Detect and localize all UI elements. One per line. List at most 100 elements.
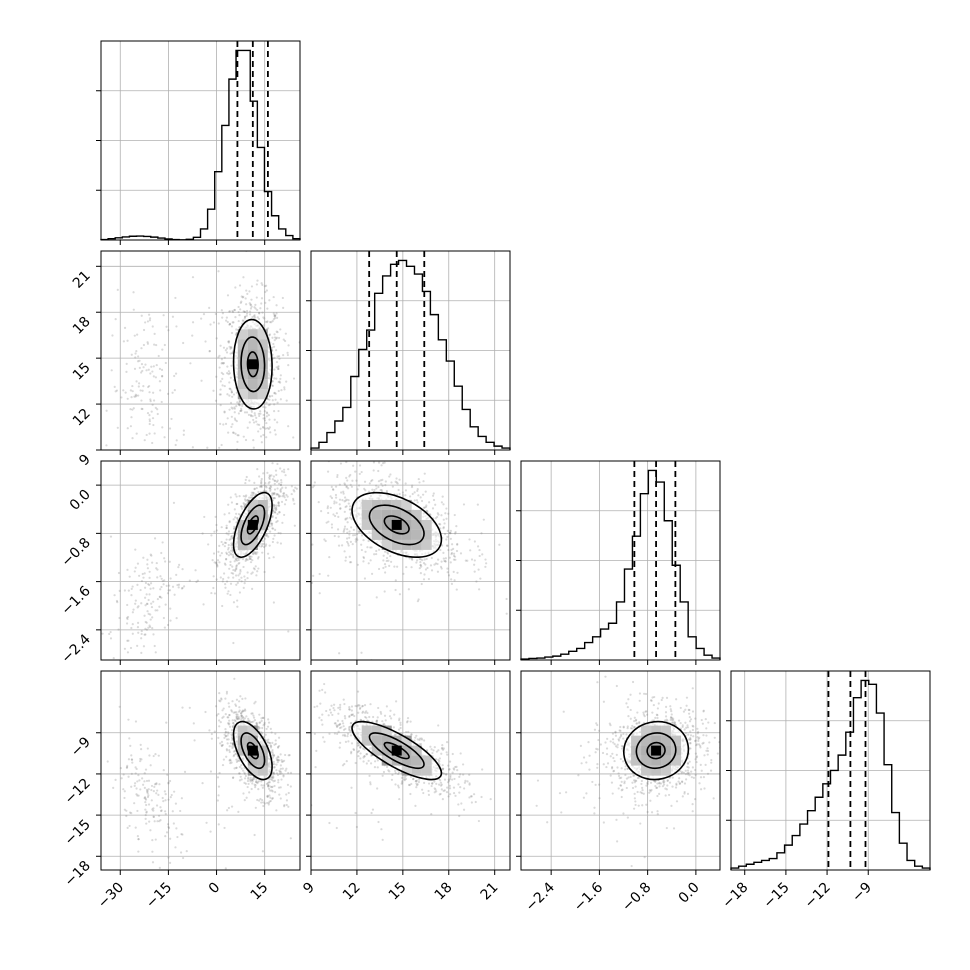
scatter-point bbox=[452, 547, 455, 550]
scatter-point bbox=[443, 532, 447, 536]
scatter-point bbox=[357, 704, 360, 707]
scatter-point bbox=[481, 768, 484, 771]
scatter-point bbox=[268, 418, 271, 421]
scatter-point bbox=[156, 597, 159, 601]
scatter-point bbox=[388, 475, 391, 478]
scatter-point bbox=[235, 717, 238, 720]
scatter-point bbox=[238, 772, 241, 775]
scatter-point bbox=[266, 794, 269, 797]
scatter-point bbox=[273, 482, 276, 485]
scatter-point bbox=[233, 527, 236, 530]
scatter-point bbox=[439, 523, 442, 526]
scatter-point bbox=[235, 559, 239, 562]
scatter-point bbox=[338, 498, 342, 501]
scatter-point bbox=[289, 771, 293, 774]
scatter-point bbox=[148, 319, 152, 322]
scatter-point bbox=[363, 755, 366, 758]
scatter-point bbox=[348, 508, 351, 511]
scatter-point bbox=[369, 762, 373, 765]
scatter-point bbox=[193, 739, 196, 742]
scatter-point bbox=[220, 371, 223, 374]
scatter-point bbox=[248, 778, 251, 781]
scatter-point bbox=[237, 403, 240, 406]
scatter-point bbox=[252, 552, 255, 555]
scatter-point bbox=[350, 485, 354, 488]
scatter-point bbox=[232, 393, 236, 396]
scatter-point bbox=[117, 571, 121, 575]
scatter-point bbox=[212, 575, 215, 578]
scatter-point bbox=[277, 409, 280, 413]
scatter-point bbox=[408, 557, 411, 560]
scatter-point bbox=[279, 770, 282, 773]
scatter-point bbox=[227, 530, 231, 533]
scatter-point bbox=[437, 749, 440, 752]
scatter-point bbox=[225, 351, 229, 354]
scatter-point bbox=[286, 495, 289, 498]
scatter-point bbox=[109, 637, 113, 640]
scatter-point bbox=[221, 716, 224, 719]
scatter-point bbox=[277, 745, 280, 749]
scatter-point bbox=[240, 712, 243, 715]
scatter-point bbox=[263, 723, 266, 726]
scatter-point bbox=[417, 598, 420, 601]
scatter-point bbox=[319, 702, 322, 705]
scatter-point bbox=[134, 772, 137, 775]
scatter-point bbox=[266, 781, 269, 785]
scatter-point bbox=[238, 404, 242, 407]
scatter-point bbox=[171, 315, 175, 318]
scatter-point bbox=[233, 508, 236, 511]
scatter-point bbox=[236, 556, 239, 560]
scatter-point bbox=[231, 321, 234, 324]
scatter-point bbox=[270, 474, 273, 477]
scatter-point bbox=[273, 507, 276, 510]
scatter-point bbox=[470, 558, 474, 561]
scatter-point bbox=[277, 759, 280, 762]
scatter-point bbox=[204, 710, 207, 714]
scatter-point bbox=[163, 790, 166, 793]
scatter-point bbox=[276, 401, 279, 404]
scatter-point bbox=[247, 782, 250, 786]
scatter-point bbox=[389, 473, 392, 476]
scatter-point bbox=[217, 270, 220, 273]
scatter-point bbox=[248, 555, 252, 558]
scatter-point bbox=[234, 558, 238, 561]
scatter-point bbox=[362, 539, 365, 542]
scatter-point bbox=[164, 812, 167, 816]
scatter-point bbox=[256, 570, 259, 573]
scatter-point bbox=[347, 544, 350, 547]
scatter-point bbox=[106, 760, 109, 763]
scatter-point bbox=[234, 493, 237, 496]
scatter-point bbox=[220, 526, 223, 529]
scatter-point bbox=[140, 371, 143, 374]
scatter-point bbox=[248, 421, 251, 424]
scatter-point bbox=[126, 651, 130, 654]
scatter-point bbox=[230, 331, 234, 335]
scatter-point bbox=[138, 779, 141, 782]
scatter-point bbox=[158, 595, 162, 598]
scatter-point bbox=[149, 582, 153, 585]
scatter-point bbox=[231, 742, 234, 745]
scatter-point bbox=[222, 537, 224, 539]
scatter-point bbox=[181, 586, 184, 590]
scatter-point bbox=[230, 729, 234, 732]
scatter-point bbox=[260, 545, 263, 548]
scatter-point bbox=[151, 325, 154, 328]
scatter-point bbox=[422, 493, 425, 496]
scatter-point bbox=[259, 410, 262, 413]
scatter-point bbox=[473, 563, 476, 566]
scatter-point bbox=[254, 307, 257, 310]
scatter-point bbox=[264, 543, 268, 546]
scatter-point bbox=[226, 393, 229, 396]
scatter-point bbox=[242, 715, 245, 719]
scatter-point bbox=[264, 406, 267, 409]
scatter-point bbox=[240, 505, 243, 508]
scatter-point bbox=[276, 761, 279, 764]
scatter-point bbox=[261, 850, 264, 853]
scatter-point bbox=[400, 776, 404, 779]
scatter-point bbox=[443, 522, 446, 525]
scatter-point bbox=[143, 780, 146, 783]
density-peak bbox=[247, 519, 258, 530]
scatter-point bbox=[263, 317, 266, 320]
scatter-point bbox=[357, 743, 361, 747]
scatter-point bbox=[265, 534, 268, 538]
